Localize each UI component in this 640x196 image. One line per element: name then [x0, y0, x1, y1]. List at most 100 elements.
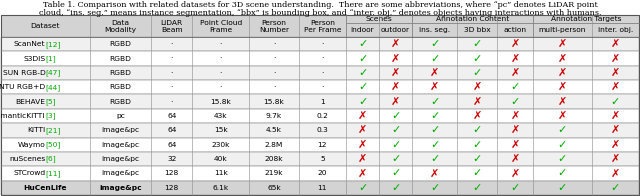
Text: 1: 1: [320, 99, 324, 105]
Text: ✓: ✓: [430, 97, 439, 107]
Text: ✗: ✗: [358, 125, 367, 135]
Text: ·: ·: [220, 70, 222, 76]
Text: [6]: [6]: [45, 156, 56, 162]
Bar: [1, 166, 639, 181]
Text: ✓: ✓: [557, 140, 567, 150]
Text: ✓: ✓: [391, 154, 400, 164]
Text: ·: ·: [170, 41, 173, 47]
Text: 128: 128: [164, 171, 179, 176]
Bar: [412, 23, 532, 37]
Text: ·: ·: [321, 41, 324, 47]
Text: Waymo: Waymo: [17, 142, 45, 148]
Text: ✓: ✓: [430, 140, 439, 150]
Text: ✓: ✓: [472, 140, 482, 150]
Text: ✗: ✗: [611, 125, 620, 135]
Text: ✗: ✗: [557, 68, 567, 78]
Text: ✗: ✗: [557, 54, 567, 64]
Text: ✗: ✗: [391, 39, 400, 49]
Text: ✗: ✗: [611, 39, 620, 49]
Text: ✓: ✓: [358, 97, 367, 107]
Text: Annotation Content: Annotation Content: [436, 16, 509, 22]
Text: ✓: ✓: [472, 68, 482, 78]
Bar: [1, 181, 639, 195]
Bar: [1, 51, 639, 66]
Text: ✓: ✓: [472, 154, 482, 164]
Bar: [346, 15, 412, 23]
Text: [5]: [5]: [45, 98, 56, 105]
Text: ✗: ✗: [358, 140, 367, 150]
Text: KITTI: KITTI: [27, 127, 45, 133]
Text: ✗: ✗: [510, 54, 520, 64]
Text: ✓: ✓: [358, 39, 367, 49]
Text: ✗: ✗: [510, 168, 520, 178]
Text: 11k: 11k: [214, 171, 228, 176]
Text: image&pc: image&pc: [99, 185, 141, 191]
Text: 4.5k: 4.5k: [266, 127, 282, 133]
Text: 15.8k: 15.8k: [211, 99, 231, 105]
Text: NTU RGB+D: NTU RGB+D: [0, 84, 45, 90]
Text: image&pc: image&pc: [101, 156, 140, 162]
Text: ✗: ✗: [557, 97, 567, 107]
Text: ✗: ✗: [510, 140, 520, 150]
Text: nuScenes: nuScenes: [9, 156, 45, 162]
Text: S3DIS: S3DIS: [23, 55, 45, 62]
Text: STCrowd: STCrowd: [13, 171, 45, 176]
Text: ·: ·: [321, 70, 324, 76]
Text: ✓: ✓: [472, 168, 482, 178]
Text: ✗: ✗: [611, 68, 620, 78]
Text: ·: ·: [273, 41, 275, 47]
Text: cloud, “ins. seg.” means instance segmentation, “bbx” is bounding box, and “inte: cloud, “ins. seg.” means instance segmen…: [39, 8, 601, 16]
Text: 15k: 15k: [214, 127, 228, 133]
Text: 64: 64: [167, 113, 177, 119]
Bar: [1, 123, 639, 138]
Text: 32: 32: [167, 156, 177, 162]
Text: ✓: ✓: [430, 154, 439, 164]
Text: ✓: ✓: [391, 183, 400, 193]
Text: ✓: ✓: [611, 183, 620, 193]
Text: ✗: ✗: [510, 154, 520, 164]
Text: Person
Number: Person Number: [259, 19, 289, 33]
Text: 6.1k: 6.1k: [212, 185, 229, 191]
Text: [21]: [21]: [45, 127, 61, 134]
Text: ✓: ✓: [430, 39, 439, 49]
Text: action: action: [504, 27, 527, 33]
Bar: [1, 152, 639, 166]
Text: multi-person: multi-person: [538, 27, 586, 33]
Text: ✓: ✓: [472, 125, 482, 135]
Text: ✗: ✗: [557, 82, 567, 92]
Text: 0.2: 0.2: [316, 113, 328, 119]
Text: ·: ·: [170, 84, 173, 90]
Text: ✗: ✗: [510, 68, 520, 78]
Text: Annotation Targets: Annotation Targets: [550, 16, 621, 22]
Text: [50]: [50]: [45, 141, 61, 148]
Text: [1]: [1]: [45, 55, 56, 62]
Bar: [1, 109, 639, 123]
Text: image&pc: image&pc: [101, 142, 140, 148]
Text: ✗: ✗: [611, 168, 620, 178]
Text: Dataset: Dataset: [31, 23, 60, 29]
Text: ✓: ✓: [557, 125, 567, 135]
Text: 2.8M: 2.8M: [265, 142, 283, 148]
Text: ✗: ✗: [611, 54, 620, 64]
Text: 64: 64: [167, 142, 177, 148]
Text: Person
Per Frame: Person Per Frame: [303, 19, 341, 33]
Bar: [1, 66, 639, 80]
Bar: [532, 15, 639, 23]
Text: 20: 20: [317, 171, 327, 176]
Text: RGBD: RGBD: [109, 55, 131, 62]
Text: ✓: ✓: [510, 97, 520, 107]
Text: ✓: ✓: [430, 125, 439, 135]
Text: ✓: ✓: [472, 54, 482, 64]
Text: 128: 128: [164, 185, 179, 191]
Text: LiDAR
Beam: LiDAR Beam: [161, 19, 183, 33]
Text: BEHAVE: BEHAVE: [15, 99, 45, 105]
Text: ✗: ✗: [358, 111, 367, 121]
Text: ✗: ✗: [510, 125, 520, 135]
Text: RGBD: RGBD: [109, 70, 131, 76]
Text: ✓: ✓: [430, 183, 439, 193]
Text: ·: ·: [220, 84, 222, 90]
Text: ✗: ✗: [358, 154, 367, 164]
Text: ·: ·: [170, 55, 173, 62]
Text: ✗: ✗: [557, 111, 567, 121]
Text: ✓: ✓: [510, 183, 520, 193]
